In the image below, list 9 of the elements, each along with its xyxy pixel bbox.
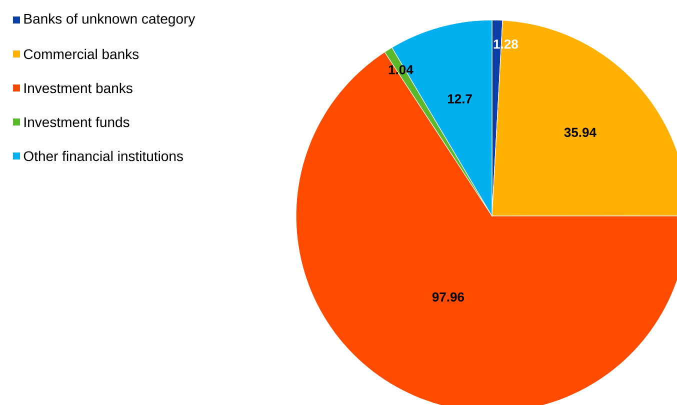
- data-label: 97.96: [432, 292, 464, 302]
- legend-label: Commercial banks: [24, 48, 139, 60]
- data-label: 12.7: [448, 94, 472, 104]
- legend-label: Banks of unknown category: [24, 13, 196, 27]
- legend-label: Investment banks: [24, 82, 132, 94]
- legend-label: Investment funds: [24, 116, 130, 128]
- legend-label: Other financial institutions: [24, 150, 183, 162]
- data-label: 1.04: [388, 65, 414, 74]
- data-label: 35.94: [564, 128, 596, 138]
